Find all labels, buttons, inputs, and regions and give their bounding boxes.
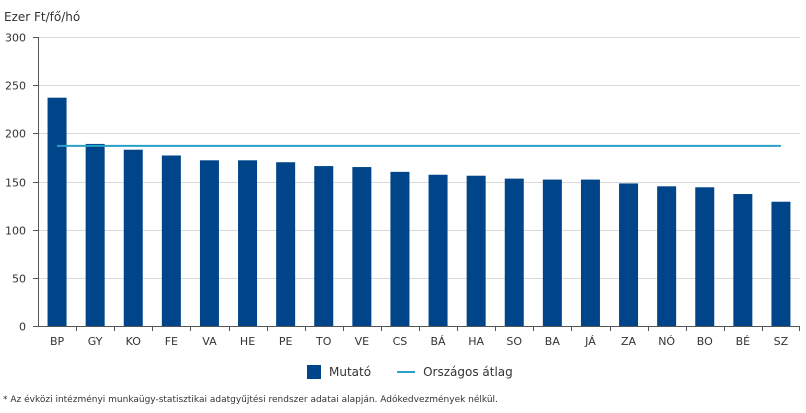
y-tick-labels: 0 50 100 150 200 250 300 — [5, 32, 38, 334]
bar-gy[interactable] — [85, 143, 105, 326]
bar-ha[interactable] — [466, 175, 486, 326]
bar-za[interactable] — [619, 183, 639, 326]
axes — [38, 37, 800, 327]
bar-cs[interactable] — [390, 171, 410, 326]
x-tick-label: TO — [315, 335, 332, 348]
bar-pe[interactable] — [276, 162, 296, 326]
legend-item-mutato[interactable]: Mutató — [307, 365, 371, 379]
bar-bá[interactable] — [428, 174, 448, 326]
x-tick-label: PE — [279, 335, 293, 348]
x-tick-label: SO — [506, 335, 522, 348]
x-tick-label: BÁ — [431, 335, 447, 348]
y-tick-label: 250 — [5, 80, 26, 93]
x-tick-label: CS — [393, 335, 408, 348]
y-tick-label: 300 — [5, 32, 26, 45]
legend-label-orszagos-atlag: Országos átlag — [423, 365, 513, 379]
legend: Mutató Országos átlag — [307, 365, 539, 379]
x-tick-label: VA — [202, 335, 217, 348]
bar-sz[interactable] — [771, 201, 791, 326]
bar-ko[interactable] — [123, 149, 143, 326]
legend-label-mutato: Mutató — [329, 365, 372, 379]
bar-bo[interactable] — [695, 187, 715, 326]
y-tick-label: 100 — [5, 225, 26, 238]
bar-so[interactable] — [504, 178, 524, 326]
x-tick-label: ZA — [621, 335, 637, 348]
x-tick-label: JÁ — [584, 335, 596, 348]
grid-lines — [38, 37, 800, 279]
bar-ba[interactable] — [542, 179, 562, 326]
x-tick-label: VE — [355, 335, 370, 348]
bar-bé[interactable] — [733, 194, 753, 326]
y-tick-label: 0 — [19, 321, 26, 334]
x-tick-label: KO — [126, 335, 142, 348]
y-tick-label: 200 — [5, 128, 26, 141]
x-tick-label: HE — [240, 335, 255, 348]
bar-nó[interactable] — [657, 186, 677, 326]
bar-ve[interactable] — [352, 167, 372, 326]
bar-já[interactable] — [580, 179, 600, 326]
y-tick-label: 50 — [12, 273, 26, 286]
x-tick-label: BP — [50, 335, 65, 348]
y-tick-label: 150 — [5, 177, 26, 190]
bar-fe[interactable] — [161, 155, 181, 326]
x-tick-label: HA — [468, 335, 484, 348]
bar-to[interactable] — [314, 166, 334, 326]
footnote: * Az évközi intézményi munkaügy-statiszt… — [3, 395, 498, 405]
x-tick-label: BO — [697, 335, 713, 348]
x-tick-label: SZ — [774, 335, 789, 348]
legend-bar-swatch — [307, 365, 321, 379]
x-tick-label: BÉ — [736, 335, 751, 348]
bar-va[interactable] — [199, 160, 219, 326]
x-tick-labels: BP GY KO FE VA HE PE TO VE CS BÁ HA SO BA JÁ ZA NÓ BO BÉ SZ — [50, 326, 800, 348]
y-axis-label: Ezer Ft/fő/hó — [4, 10, 80, 24]
x-tick-label: BA — [545, 335, 561, 348]
x-tick-label: FE — [165, 335, 178, 348]
bar-he[interactable] — [238, 160, 258, 326]
legend-line-swatch — [397, 371, 416, 373]
legend-item-orszagos-atlag[interactable]: Országos átlag — [397, 365, 513, 379]
bars — [47, 97, 791, 326]
x-tick-label: NÓ — [658, 335, 675, 348]
x-tick-label: GY — [88, 335, 103, 348]
bar-bp[interactable] — [47, 97, 67, 326]
